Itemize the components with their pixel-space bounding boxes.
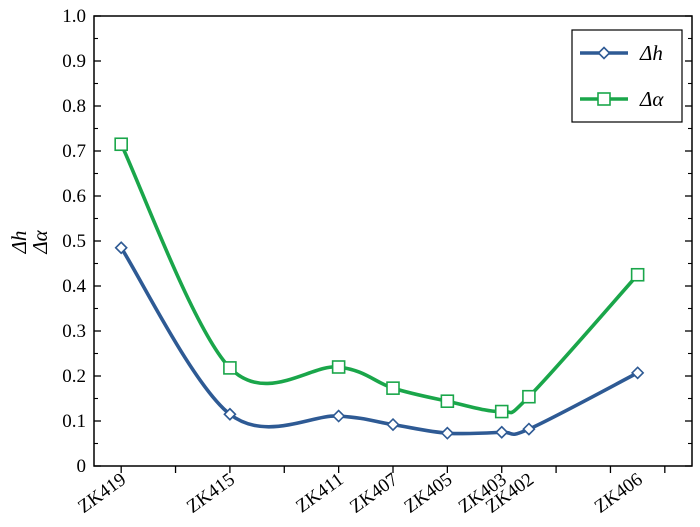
y-tick-label-6: 0.6 — [62, 186, 86, 207]
series-0-point-zk411 — [332, 409, 346, 423]
series-1-point-zk415 — [223, 361, 237, 375]
series-1-point-zk402 — [522, 389, 536, 404]
series-1-point-zk403 — [494, 404, 509, 419]
y-tick-label-10: 1.0 — [62, 6, 86, 27]
series-0-point-zk407 — [386, 417, 400, 432]
series-0-point-zk403 — [495, 425, 509, 439]
y-tick-label-9: 0.9 — [62, 51, 86, 72]
legend-marker-0 — [597, 46, 611, 60]
y-axis-label-line-2: Δα — [28, 229, 52, 254]
series-1-point-zk407 — [386, 381, 400, 395]
series-1-line — [119, 142, 640, 415]
series-1-point-zk405 — [440, 394, 455, 409]
series-0 — [114, 241, 645, 440]
y-axis-label: Δh Δα — [7, 229, 52, 254]
series-0-point-zk402 — [522, 422, 536, 436]
y-tick-label-2: 0.2 — [62, 366, 86, 387]
legend-box — [571, 29, 683, 123]
y-axis: 0 0.1 0.2 0.3 0.4 0.5 0.6 0.7 0.8 0.9 1.0 — [62, 6, 692, 477]
series-0-point-zk415 — [223, 407, 237, 421]
y-tick-label-5: 0.5 — [62, 231, 86, 252]
series-0-point-zk419 — [114, 241, 128, 255]
series-1-point-zk419 — [114, 137, 128, 152]
x-tick-label-zk415: ZK415 — [183, 469, 239, 518]
legend-label-1: Δα — [639, 87, 664, 111]
y-tick-label-0: 0 — [77, 456, 87, 477]
y-tick-label-7: 0.7 — [62, 141, 86, 162]
series-1-point-zk406 — [630, 267, 645, 282]
legend: Δh Δα — [571, 29, 683, 123]
series-layer — [114, 137, 645, 440]
y-tick-label-1: 0.1 — [62, 411, 86, 432]
x-tick-label-zk411: ZK411 — [292, 469, 347, 517]
x-tick-label-zk406: ZK406 — [591, 469, 647, 518]
y-tick-label-3: 0.3 — [62, 321, 86, 342]
legend-marker-1 — [597, 92, 611, 106]
y-tick-label-4: 0.4 — [62, 276, 86, 297]
y-axis-label-line-1: Δh — [7, 231, 31, 255]
series-0-line — [119, 245, 640, 437]
series-1-point-zk411 — [331, 360, 346, 374]
series-1 — [114, 137, 645, 419]
series-0-point-zk405 — [440, 426, 454, 440]
y-tick-label-8: 0.8 — [62, 96, 86, 117]
x-tick-label-zk407: ZK407 — [346, 469, 402, 518]
legend-label-0: Δh — [639, 41, 663, 65]
series-0-point-zk406 — [631, 366, 645, 380]
x-tick-label-zk405: ZK405 — [400, 469, 456, 518]
